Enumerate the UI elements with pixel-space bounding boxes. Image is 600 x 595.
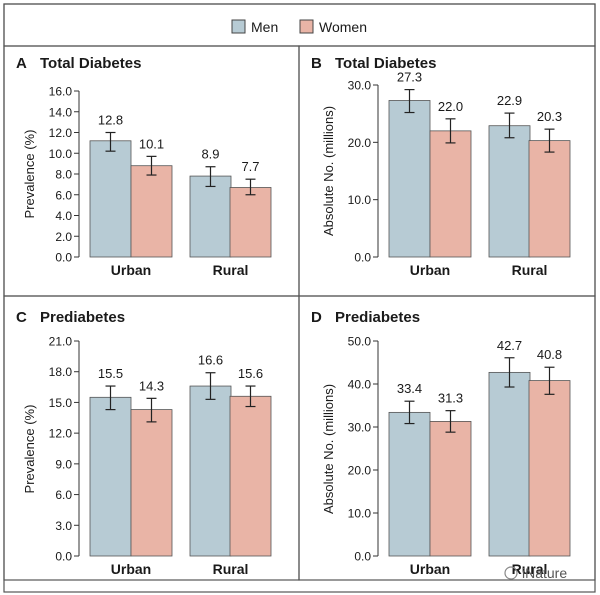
panel-c-y-tick-label: 15.0 [49,396,73,410]
panel-a-letter: A [16,55,27,72]
panel-c-value-label: 15.6 [238,366,263,381]
panel-d-category-label: Urban [410,561,450,577]
legend-swatch-women [299,19,314,34]
panel-a-y-tick-label: 6.0 [55,188,72,202]
panel-b-plot: 0.0 10.0 20.0 30.0 27.3 22.9 22.0 20.3 Urban Rura… [348,70,571,278]
panel-d-ylabel: Absolute No. (millions) [321,384,336,514]
panel-a-bar-women [130,165,173,258]
panel-b-y-tick-label: 0.0 [354,251,371,265]
panel-d-y-tick-label: 10.0 [348,507,372,521]
panel-a-y-tick-label: 4.0 [55,209,72,223]
panel-d-y-tick-label: 20.0 [348,464,372,478]
panel-b-letter: B [311,55,322,72]
panel-d-category-label: Rural [512,561,548,577]
panel-c-title: Prediabetes [40,309,125,326]
panel-a-bar-women [229,187,272,258]
panel-a-y-tick-label: 14.0 [49,105,73,119]
panel-d-y-tick-label: 40.0 [348,378,372,392]
panel-d-bar-women [528,380,571,557]
panel-d-value-label: 31.3 [438,391,463,406]
panel-d-title: Prediabetes [335,309,420,326]
panel-d-y-tick-label: 0.0 [354,550,371,564]
panel-b-bar-women [528,140,571,258]
panel-b-y-tick-label: 30.0 [348,79,372,93]
panel-c-bar-men [189,385,232,557]
panel-a-y-tick-label: 12.0 [49,126,73,140]
panel-b-value-label: 27.3 [397,70,422,85]
panel-a-plot: 0.0 2.0 4.0 6.0 8.0 10.0 12.0 14.0 16.0 12.8 8.9 10… [49,85,272,278]
panel-c-bar-men [89,396,132,557]
watermark-text: iNature [522,565,567,581]
panel-b-bar-men [488,125,531,258]
panel-a-title: Total Diabetes [40,55,141,72]
panel-c-value-label: 15.5 [98,366,123,381]
panel-a-value-label: 12.8 [98,113,123,128]
legend-label-women: Women [319,19,367,35]
panel-b-title: Total Diabetes [335,55,436,72]
panel-c-value-label: 14.3 [139,378,164,393]
panel-c-category-label: Rural [213,561,249,577]
panel-a-ylabel: Prevalence (%) [22,130,37,219]
panel-d-value-label: 33.4 [397,381,422,396]
panel-d-letter: D [311,309,322,326]
panel-d-y-tick-label: 30.0 [348,421,372,435]
panel-c-y-tick-label: 12.0 [49,427,73,441]
panel-a-y-tick-label: 10.0 [49,147,73,161]
panel-b-category-label: Urban [410,262,450,278]
panel-d-bar-women [429,421,472,557]
panel-c-y-tick-label: 9.0 [55,457,72,471]
panel-a-category-label: Rural [213,262,249,278]
panel-a-y-tick-label: 16.0 [49,85,73,99]
panel-c-y-tick-label: 18.0 [49,365,73,379]
panel-d-value-label: 42.7 [497,338,522,353]
panel-a-y-tick-label: 8.0 [55,168,72,182]
panel-a-category-label: Urban [111,262,151,278]
panel-c-bar-women [229,395,272,557]
panel-c-value-label: 16.6 [198,353,223,368]
panel-b-bar-men [388,100,431,258]
panel-b-value-label: 22.0 [438,99,463,114]
panel-c-category-label: Urban [111,561,151,577]
panel-a-bar-men [89,140,132,258]
panel-c-ylabel: Prevalence (%) [22,405,37,494]
panel-d-frame [298,295,596,581]
panel-c-y-tick-label: 0.0 [55,550,72,564]
watermark-logo-icon [504,566,518,580]
panel-b-value-label: 22.9 [497,93,522,108]
watermark: iNature [504,565,567,581]
legend-swatch-men [231,19,246,34]
panel-a-value-label: 8.9 [201,147,219,162]
panel-c-y-tick-label: 6.0 [55,488,72,502]
panel-c-y-tick-label: 3.0 [55,519,72,533]
panel-c-letter: C [16,309,27,326]
panel-b-ylabel: Absolute No. (millions) [321,106,336,236]
panel-c-plot: 0.0 3.0 6.0 9.0 12.0 15.0 18.0 21.0 15.5 16.6 14.3… [49,335,272,577]
panel-a-value-label: 10.1 [139,136,164,151]
panel-b-y-tick-label: 20.0 [348,136,372,150]
legend: Men Women [3,3,596,47]
panel-d-bar-men [388,411,431,557]
panel-a-value-label: 7.7 [241,159,259,174]
panel-a-bar-men [189,175,232,258]
legend-label-men: Men [251,19,278,35]
panel-b-bar-women [429,130,472,258]
panel-a-y-tick-label: 2.0 [55,230,72,244]
panel-d-value-label: 40.8 [537,347,562,362]
panel-b-value-label: 20.3 [537,109,562,124]
panel-b-category-label: Rural [512,262,548,278]
panel-d-y-tick-label: 50.0 [348,335,372,349]
panel-d-plot: 0.0 10.0 20.0 30.0 40.0 50.0 33.4 42.7 31.3 40.8 U… [348,335,571,577]
panel-d-bar-men [488,371,531,557]
panel-c-bar-women [130,409,173,557]
panel-a-y-tick-label: 0.0 [55,251,72,265]
panel-c-y-tick-label: 21.0 [49,335,73,349]
panel-b-y-tick-label: 10.0 [348,193,372,207]
